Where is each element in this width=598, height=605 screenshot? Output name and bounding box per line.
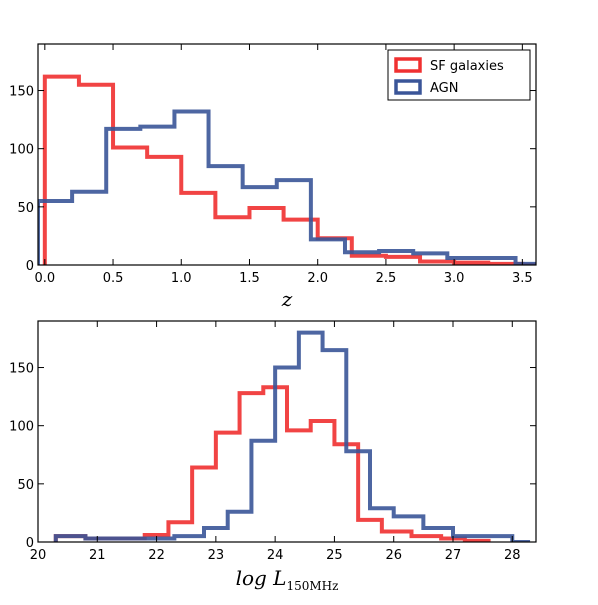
x-tick-label: 22 — [148, 548, 165, 563]
x-tick-label: 3.0 — [444, 271, 465, 286]
y-tick-label: 0 — [26, 536, 34, 551]
x-tick-label: 28 — [504, 548, 521, 563]
legend: SF galaxies AGN — [387, 49, 531, 101]
y-tick-label: 0 — [26, 259, 34, 274]
legend-swatch — [394, 57, 422, 73]
x-tick-label: 25 — [326, 548, 343, 563]
x-axis-label: log L150MHz — [236, 566, 339, 593]
series-agn-line — [38, 109, 536, 265]
panel-1: 0.0 0.5 1.0 1.5 2.0 2.5 3.0 3.5 0 50 100 150 z SF gal… — [9, 43, 537, 311]
x-tick-label: 2.0 — [307, 271, 328, 286]
x-tick-label: 3.5 — [512, 271, 533, 286]
x-tick-label: 2.5 — [376, 271, 397, 286]
y-tick-label: 50 — [17, 201, 34, 216]
x-tick-label: 24 — [267, 548, 284, 563]
y-tick-label: 100 — [9, 143, 34, 158]
x-tick-label: 20 — [30, 548, 47, 563]
x-axis-label: z — [281, 287, 293, 311]
axes-frame — [37, 320, 537, 543]
series-sf-galaxies-line — [53, 385, 491, 542]
x-tick-label: 1.0 — [171, 271, 192, 286]
x-tick-label: 0.0 — [34, 271, 55, 286]
x-tick-label: 23 — [208, 548, 225, 563]
y-tick-label: 150 — [9, 85, 34, 100]
x-tick-label: 0.5 — [103, 271, 124, 286]
legend-label: AGN — [430, 81, 458, 96]
panel-2: 20 21 22 23 24 25 26 27 28 0 50 100 150 log L150MHz — [9, 320, 537, 593]
y-tick-label: 150 — [9, 362, 34, 377]
legend-label: SF galaxies — [430, 59, 504, 74]
x-tick-label: 27 — [445, 548, 462, 563]
legend-swatch — [394, 79, 422, 95]
x-tick-label: 26 — [385, 548, 402, 563]
axes-frame — [37, 43, 537, 266]
y-tick-label: 100 — [9, 420, 34, 435]
x-tick-label: 21 — [89, 548, 106, 563]
series-sf-galaxies-line — [42, 74, 536, 265]
x-tick-label: 1.5 — [239, 271, 260, 286]
y-tick-label: 50 — [17, 478, 34, 493]
series-agn-line — [53, 330, 531, 542]
